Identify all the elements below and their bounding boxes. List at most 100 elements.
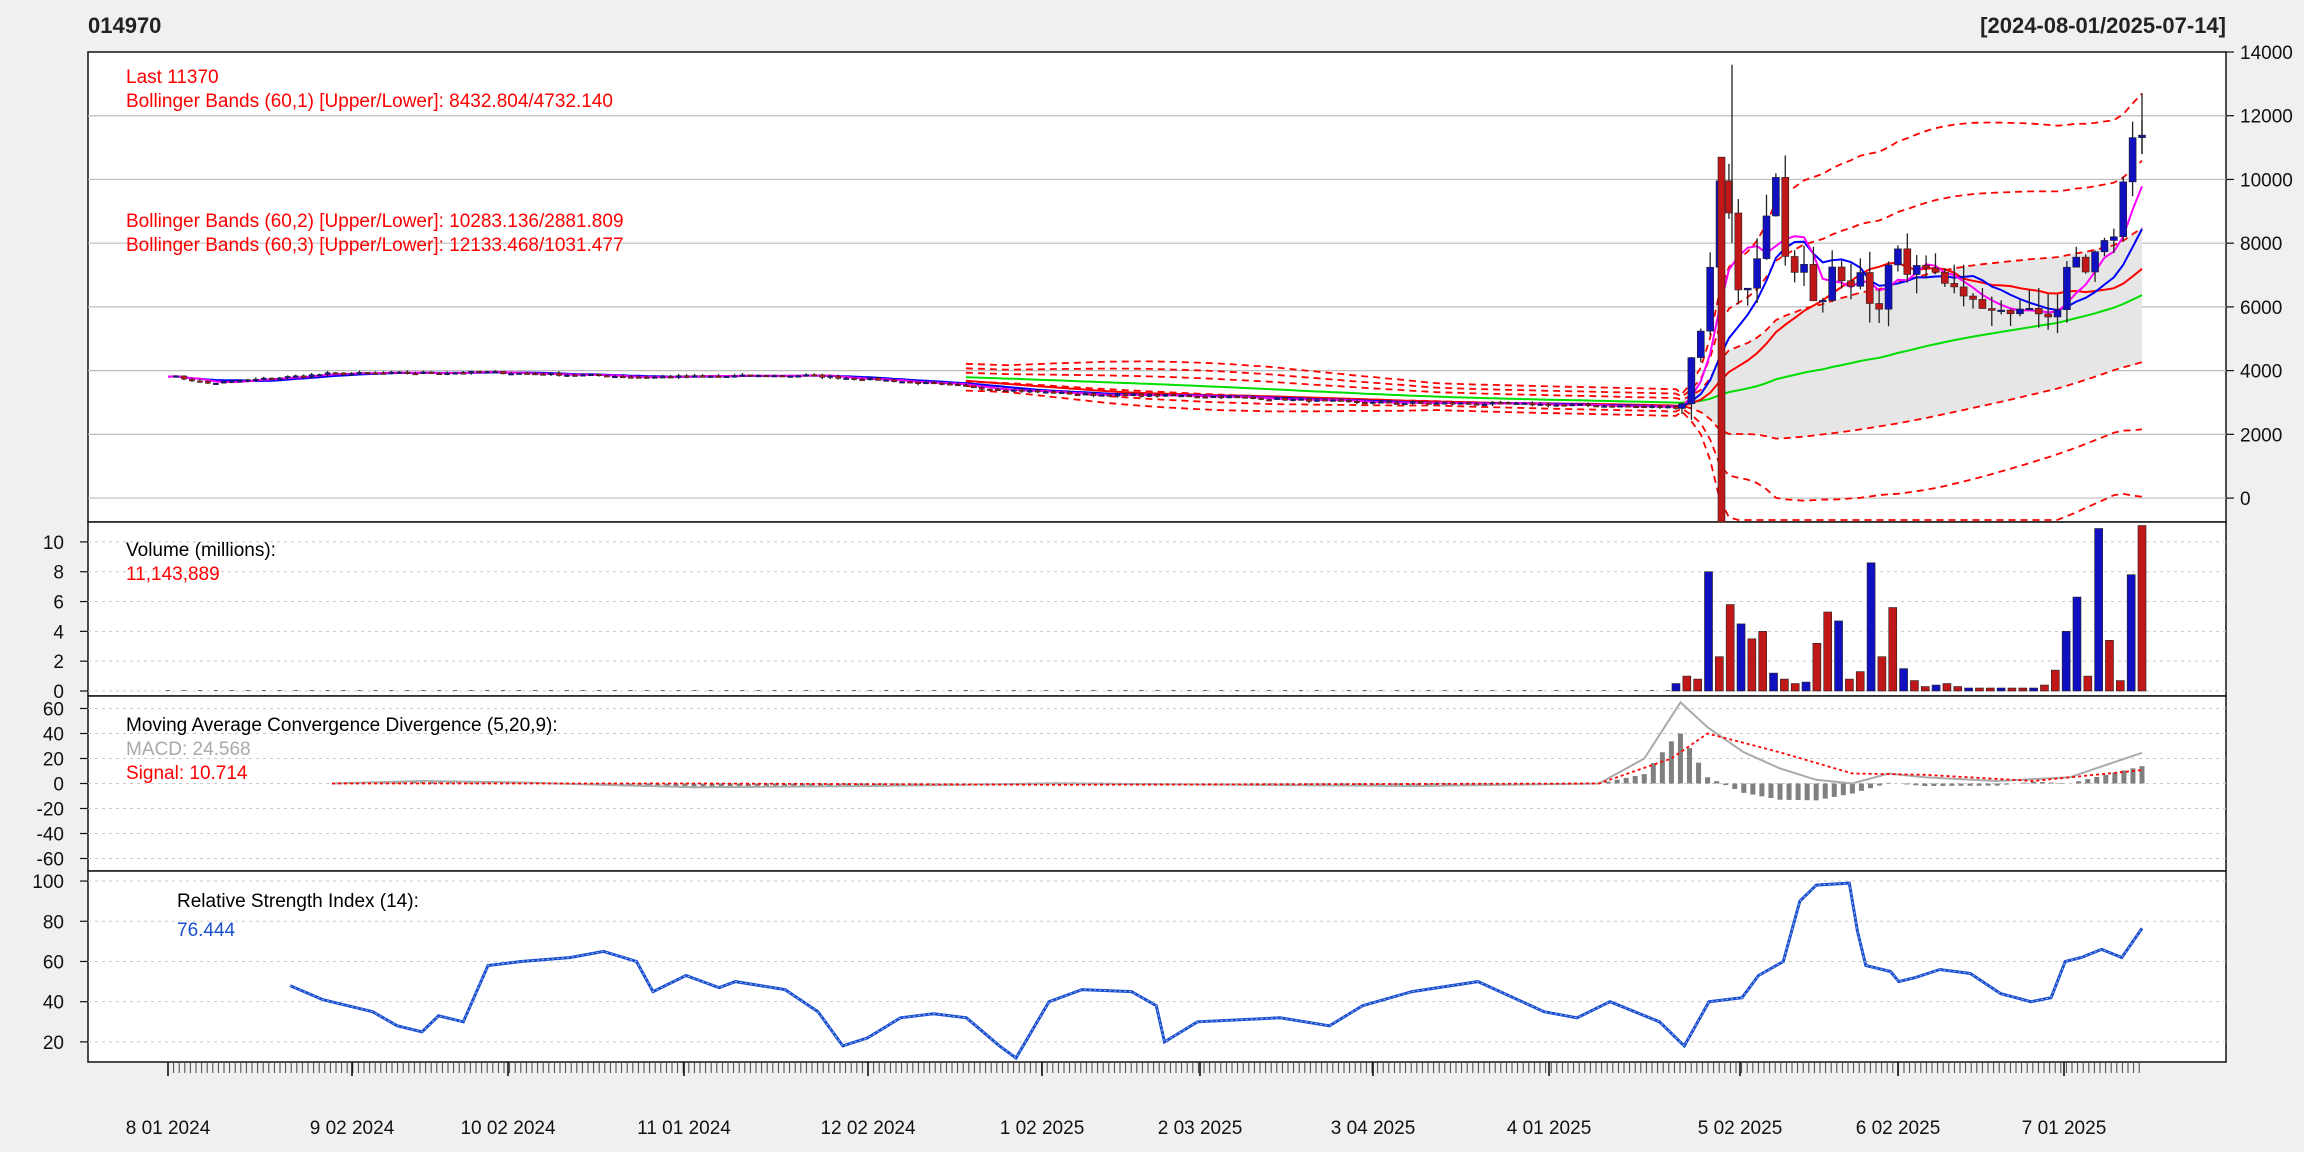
bollinger-band-l3 bbox=[965, 389, 2143, 521]
candle bbox=[476, 370, 482, 374]
candle bbox=[532, 371, 538, 376]
candle bbox=[308, 372, 315, 379]
volume-bar-small bbox=[644, 690, 649, 691]
candle bbox=[1433, 401, 1440, 405]
candle-body bbox=[827, 375, 834, 378]
macd-histogram-bar bbox=[1922, 783, 1928, 786]
candle bbox=[1884, 261, 1893, 327]
macd-histogram-bar bbox=[2039, 782, 2045, 784]
candle bbox=[691, 373, 698, 378]
candle-body bbox=[2053, 309, 2062, 318]
volume-bar bbox=[2126, 574, 2136, 692]
macd-histogram-bar bbox=[827, 783, 833, 786]
candle bbox=[947, 382, 953, 386]
candle-body bbox=[1042, 391, 1049, 394]
candle-body bbox=[1346, 400, 1352, 403]
macd-histogram-bar bbox=[2049, 782, 2054, 784]
candle bbox=[484, 370, 490, 374]
macd-histogram-bar bbox=[2130, 768, 2136, 784]
candle bbox=[1997, 300, 2005, 315]
volume-bar-small bbox=[1394, 690, 1399, 691]
volume-bar-small bbox=[1362, 690, 1367, 691]
candle bbox=[939, 382, 945, 386]
candle bbox=[1138, 393, 1145, 398]
candle-body bbox=[1114, 393, 1121, 397]
candle-body bbox=[205, 380, 211, 384]
candle bbox=[580, 373, 586, 377]
candle-body bbox=[1377, 401, 1384, 404]
volume-bar-small bbox=[1426, 690, 1431, 691]
volume-bar-small bbox=[421, 690, 426, 691]
macd-histogram-bar bbox=[1741, 783, 1747, 793]
candle-body bbox=[1066, 391, 1073, 395]
macd-histogram-bar bbox=[727, 783, 733, 787]
macd-histogram-bar bbox=[1913, 783, 1919, 786]
candle bbox=[332, 372, 339, 375]
macd-histogram-bar bbox=[2058, 782, 2064, 784]
candle bbox=[1130, 392, 1137, 397]
volume-bar-small bbox=[1251, 690, 1256, 691]
candle bbox=[268, 377, 275, 380]
candle-body bbox=[1090, 393, 1097, 396]
price-tick-label: 6000 bbox=[2240, 298, 2282, 319]
volume-bar-small bbox=[453, 690, 458, 691]
candle bbox=[596, 373, 602, 377]
volume-bar-small bbox=[1283, 690, 1288, 691]
macd-histogram-bar bbox=[1306, 783, 1312, 785]
macd-histogram-bar bbox=[1397, 783, 1403, 786]
candle-body bbox=[1593, 405, 1600, 408]
candle bbox=[1114, 392, 1121, 398]
candle bbox=[1346, 398, 1352, 403]
candle bbox=[1696, 328, 1705, 363]
candle-body bbox=[1098, 394, 1105, 397]
candle-body bbox=[1441, 402, 1448, 405]
candle-body bbox=[1457, 402, 1464, 405]
candle bbox=[1553, 403, 1560, 407]
candle-body bbox=[1633, 405, 1639, 409]
candle-body bbox=[1819, 300, 1827, 303]
candle-body bbox=[1274, 397, 1280, 400]
bollinger-band-u1 bbox=[965, 227, 2143, 401]
candle-body bbox=[1696, 330, 1705, 358]
candle bbox=[1545, 402, 1552, 408]
x-tick-label: 7 01 2025 bbox=[2022, 1118, 2107, 1139]
candle bbox=[1665, 404, 1671, 409]
candle bbox=[1002, 389, 1009, 392]
candle bbox=[1505, 401, 1512, 405]
volume-bar-small bbox=[325, 690, 330, 691]
candle bbox=[1585, 402, 1592, 408]
candle bbox=[899, 381, 905, 384]
chart-symbol-title: 014970 bbox=[88, 13, 161, 38]
candle-body bbox=[1903, 248, 1912, 275]
volume-bar bbox=[1942, 683, 1952, 692]
candle bbox=[1274, 397, 1280, 400]
candle-body bbox=[1875, 303, 1883, 310]
candle bbox=[1489, 401, 1496, 407]
candle bbox=[1050, 390, 1057, 394]
x-tick-label: 1 02 2025 bbox=[1000, 1118, 1085, 1139]
candle bbox=[1146, 393, 1153, 398]
candle bbox=[1847, 263, 1855, 300]
candle-body bbox=[1385, 401, 1392, 404]
candle bbox=[1210, 395, 1217, 399]
bollinger-band-u3 bbox=[965, 92, 2143, 396]
candle bbox=[1106, 394, 1113, 397]
macd-histogram-bar bbox=[1994, 783, 2000, 786]
rsi-tick-label: 60 bbox=[43, 952, 64, 973]
candle bbox=[963, 383, 969, 387]
candle-body bbox=[1665, 406, 1671, 409]
candle-body bbox=[604, 375, 610, 378]
macd-histogram-bar bbox=[1768, 783, 1774, 799]
candle bbox=[707, 375, 714, 378]
candle bbox=[2081, 254, 2090, 274]
volume-bar-small bbox=[1522, 690, 1527, 691]
candle bbox=[1865, 251, 1874, 323]
candle bbox=[1449, 401, 1456, 406]
volume-bar bbox=[1877, 656, 1887, 692]
volume-tick-label: 8 bbox=[53, 563, 64, 584]
volume-tick-label: 6 bbox=[53, 593, 64, 614]
candle bbox=[1894, 245, 1902, 272]
candle-body bbox=[723, 375, 730, 378]
macd-histogram-bar bbox=[1252, 783, 1258, 785]
candle-body bbox=[260, 377, 267, 380]
